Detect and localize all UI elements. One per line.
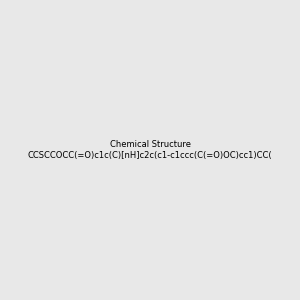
Text: Chemical Structure
CCSCCOCC(=O)c1c(C)[nH]c2c(c1-c1ccc(C(=O)OC)cc1)CC(: Chemical Structure CCSCCOCC(=O)c1c(C)[nH… <box>28 140 272 160</box>
